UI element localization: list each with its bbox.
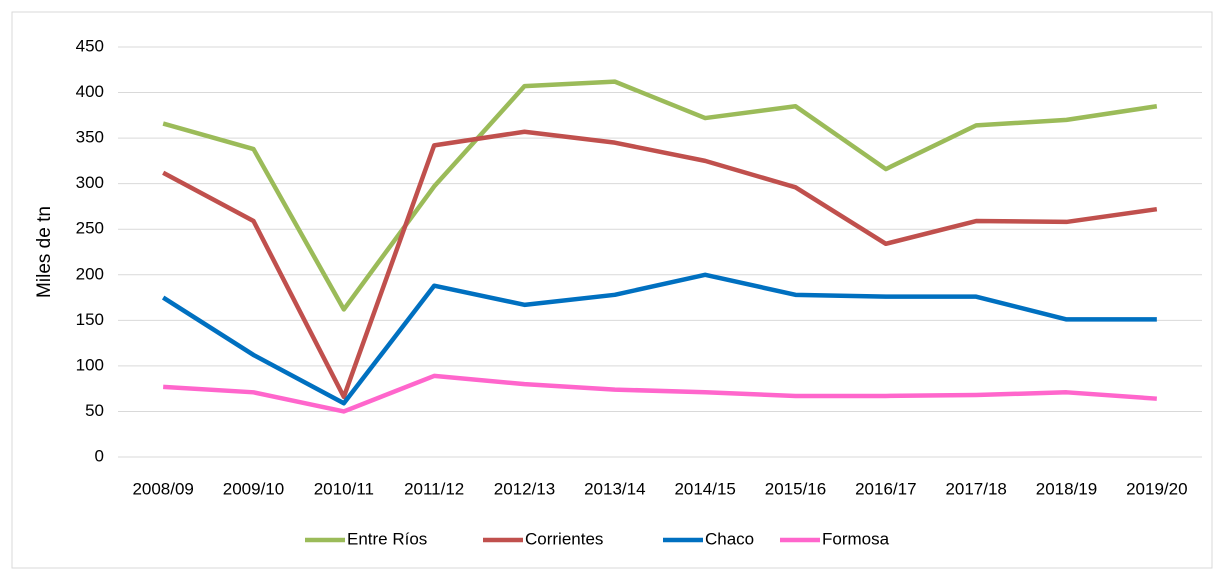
y-axis-label: Miles de tn bbox=[34, 206, 55, 298]
series-line bbox=[161, 272, 1157, 406]
x-tick-label: 2011/12 bbox=[404, 479, 464, 498]
y-tick-label: 250 bbox=[76, 219, 104, 238]
y-tick-label: 100 bbox=[76, 355, 104, 374]
legend-label: Corrientes bbox=[525, 529, 603, 548]
x-tick-label: 2014/15 bbox=[674, 479, 735, 498]
y-tick-label: 200 bbox=[76, 264, 104, 283]
legend-label: Chaco bbox=[705, 529, 754, 548]
y-tick-label: 150 bbox=[76, 310, 104, 329]
y-tick-label: 0 bbox=[95, 446, 104, 465]
y-tick-label: 300 bbox=[76, 173, 104, 192]
series-line bbox=[162, 129, 1158, 400]
chart-border bbox=[11, 11, 1213, 569]
legend-label: Entre Ríos bbox=[347, 529, 427, 548]
x-tick-label: 2013/14 bbox=[584, 479, 645, 498]
x-tick-label: 2008/09 bbox=[132, 479, 193, 498]
y-tick-label: 400 bbox=[76, 82, 104, 101]
x-tick-label: 2010/11 bbox=[314, 479, 374, 498]
x-tick-label: 2018/19 bbox=[1036, 479, 1097, 498]
x-tick-label: 2012/13 bbox=[494, 479, 555, 498]
x-tick-label: 2019/20 bbox=[1126, 479, 1187, 498]
x-tick-label: 2016/17 bbox=[855, 479, 916, 498]
x-tick-label: 2015/16 bbox=[765, 479, 826, 498]
y-tick-label: 50 bbox=[85, 401, 104, 420]
x-tick-label: 2017/18 bbox=[945, 479, 1006, 498]
x-tick-label: 2009/10 bbox=[223, 479, 284, 498]
series-line bbox=[162, 79, 1158, 312]
legend-label: Formosa bbox=[822, 529, 890, 548]
y-tick-label: 450 bbox=[76, 36, 104, 55]
series-line bbox=[163, 373, 1157, 414]
y-tick-label: 350 bbox=[76, 128, 104, 147]
